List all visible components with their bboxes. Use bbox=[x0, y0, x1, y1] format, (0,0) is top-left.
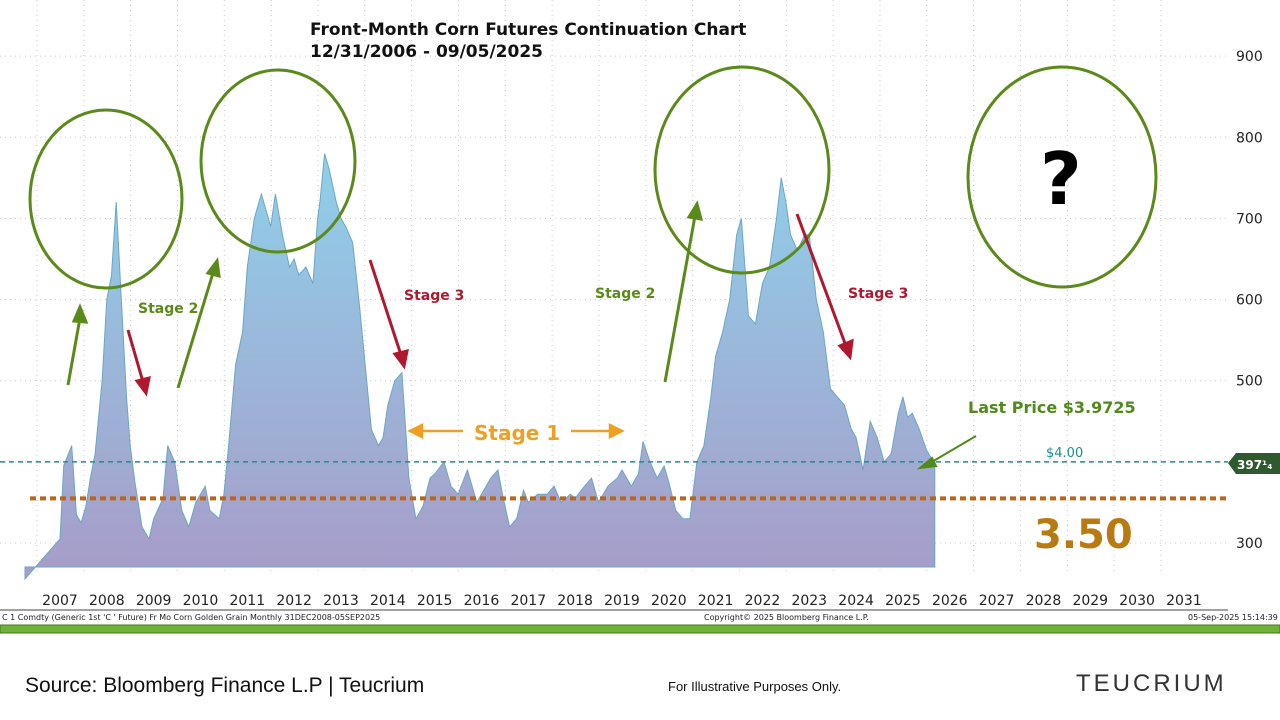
x-tick-label: 2016 bbox=[464, 593, 500, 609]
x-axis-ticks: 2007 2008 2009 2010 2011 2012 2013 2014 2015 2016… bbox=[42, 593, 1202, 609]
x-tick-label: 2025 bbox=[885, 593, 921, 609]
x-tick-label: 2007 bbox=[42, 593, 78, 609]
corn-futures-chart: 2007 2008 2009 2010 2011 2012 2013 2014 2015 2016… bbox=[0, 0, 1280, 634]
stage2-label-a: Stage 2 bbox=[138, 301, 198, 317]
chart-title: Front-Month Corn Futures Continuation Ch… bbox=[310, 20, 746, 40]
y-tick-label: 300 bbox=[1236, 536, 1263, 552]
y-tick-label: 700 bbox=[1236, 211, 1263, 227]
x-tick-label: 2014 bbox=[370, 593, 406, 609]
last-value-badge: 397¹₄ bbox=[1228, 453, 1280, 474]
ref-3-50-label: 3.50 bbox=[1034, 512, 1133, 558]
chart-subtitle: 12/31/2006 - 09/05/2025 bbox=[310, 42, 543, 62]
x-tick-label: 2022 bbox=[745, 593, 781, 609]
x-tick-label: 2018 bbox=[557, 593, 593, 609]
illustrative-note: For Illustrative Purposes Only. bbox=[668, 679, 842, 694]
stage3-label-b: Stage 3 bbox=[848, 286, 908, 302]
y-tick-label: 900 bbox=[1236, 49, 1263, 65]
x-tick-label: 2020 bbox=[651, 593, 687, 609]
stage3-arrow-a bbox=[126, 329, 151, 397]
stage1-label: Stage 1 bbox=[474, 421, 560, 445]
stage3-arrow-c bbox=[795, 213, 854, 361]
y-tick-label: 800 bbox=[1236, 130, 1263, 146]
ref-4-00-label: $4.00 bbox=[1046, 446, 1083, 461]
x-tick-label: 2031 bbox=[1166, 593, 1202, 609]
future-circle bbox=[966, 65, 1158, 289]
y-tick-label: 500 bbox=[1236, 374, 1263, 390]
stage2-label-b: Stage 2 bbox=[595, 286, 655, 302]
stage3-label-a: Stage 3 bbox=[404, 288, 464, 304]
x-tick-label: 2028 bbox=[1026, 593, 1062, 609]
price-area bbox=[24, 153, 936, 581]
x-tick-label: 2029 bbox=[1072, 593, 1108, 609]
footnote-center: Copyright© 2025 Bloomberg Finance L.P. bbox=[704, 613, 869, 622]
x-tick-label: 2027 bbox=[979, 593, 1015, 609]
teucrium-logo: TEUCRIUM bbox=[1076, 670, 1227, 697]
x-tick-label: 2023 bbox=[791, 593, 827, 609]
x-tick-label: 2021 bbox=[698, 593, 734, 609]
x-tick-label: 2024 bbox=[838, 593, 874, 609]
x-tick-label: 2008 bbox=[89, 593, 125, 609]
green-divider bbox=[0, 624, 1280, 634]
last-price-label: Last Price $3.9725 bbox=[968, 398, 1136, 417]
peak-circle-2012 bbox=[199, 68, 357, 254]
x-tick-label: 2011 bbox=[229, 593, 265, 609]
stage2-arrow-c bbox=[663, 200, 704, 383]
x-tick-label: 2019 bbox=[604, 593, 640, 609]
question-mark: ? bbox=[1040, 137, 1082, 221]
peak-circle-2008 bbox=[28, 108, 184, 290]
stage3-arrow-b bbox=[368, 259, 409, 370]
last-price-arrow bbox=[916, 435, 977, 470]
footnote-left: C 1 Comdty (Generic 1st 'C ' Future) Fr … bbox=[2, 613, 380, 622]
x-tick-label: 2010 bbox=[183, 593, 219, 609]
stage1-arrows bbox=[407, 422, 625, 440]
stage2-arrow-a bbox=[66, 303, 89, 386]
x-tick-label: 2017 bbox=[510, 593, 546, 609]
x-tick-label: 2009 bbox=[136, 593, 172, 609]
y-tick-label: 600 bbox=[1236, 293, 1263, 309]
footnote-right: 05-Sep-2025 15:14:39 bbox=[1188, 613, 1278, 622]
x-tick-label: 2012 bbox=[276, 593, 312, 609]
peak-circle-2022 bbox=[653, 65, 831, 275]
gridlines bbox=[0, 0, 1228, 575]
x-tick-label: 2030 bbox=[1119, 593, 1155, 609]
last-value-text: 397¹₄ bbox=[1237, 458, 1273, 472]
x-tick-label: 2015 bbox=[417, 593, 453, 609]
x-tick-label: 2013 bbox=[323, 593, 359, 609]
source-text: Source: Bloomberg Finance L.P | Teucrium bbox=[25, 674, 425, 697]
x-tick-label: 2026 bbox=[932, 593, 968, 609]
stage2-arrow-b bbox=[176, 257, 221, 389]
y-axis-ticks: 300400500600700800900 bbox=[1236, 49, 1263, 552]
